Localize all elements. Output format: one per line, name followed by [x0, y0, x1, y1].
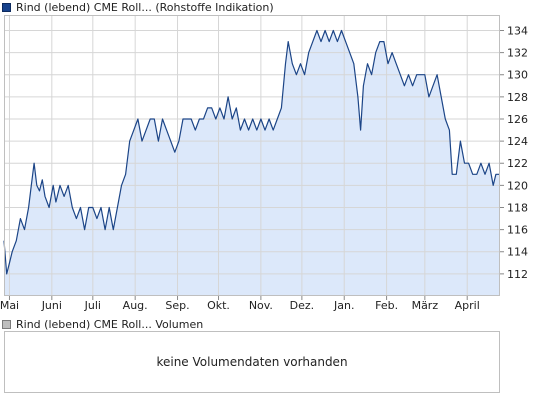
y-tick-label: 118 — [507, 201, 528, 214]
price-line — [3, 29, 500, 275]
volume-legend: Rind (lebend) CME Roll... Volumen — [2, 317, 203, 331]
y-tick-label: 130 — [507, 69, 528, 82]
plot-frame — [4, 15, 500, 296]
x-tick-label: April — [455, 299, 480, 312]
x-tick-label: Sep. — [165, 299, 189, 312]
price-legend-label: Rind (lebend) CME Roll... (Rohstoffe Ind… — [16, 0, 274, 14]
y-tick-label: 128 — [507, 91, 528, 104]
y-tick-label: 134 — [507, 24, 528, 37]
y-tick-label: 122 — [507, 157, 528, 170]
price-legend-swatch — [2, 2, 11, 12]
x-tick-label: Juni — [41, 299, 62, 312]
y-tick-label: 116 — [507, 224, 528, 237]
y-tick-label: 132 — [507, 47, 528, 60]
volume-legend-label: Rind (lebend) CME Roll... Volumen — [16, 317, 204, 331]
x-tick-label: Dez. — [290, 299, 315, 312]
y-tick-label: 126 — [507, 113, 528, 126]
x-tick-label: Okt. — [207, 299, 230, 312]
y-tick-label: 112 — [507, 268, 528, 281]
y-tick-label: 114 — [507, 246, 528, 259]
volume-panel: keine Volumendaten vorhanden — [4, 331, 500, 393]
x-tick-label: Juli — [84, 299, 101, 312]
x-tick-label: Nov. — [249, 299, 273, 312]
price-chart: 112 114 116 118 120 122 124 126 128 130 132 134 Mai J… — [0, 15, 528, 312]
y-tick-label: 124 — [507, 135, 528, 148]
x-tick-label: Feb. — [375, 299, 398, 312]
price-legend: Rind (lebend) CME Roll... (Rohstoffe Ind… — [2, 0, 274, 14]
y-tick-label: 120 — [507, 179, 528, 192]
x-tick-label: Aug. — [123, 299, 148, 312]
no-volume-message: keine Volumendaten vorhanden — [156, 355, 348, 369]
x-tick-label: März — [412, 299, 439, 312]
x-tick-label: Mai — [0, 299, 19, 312]
x-tick-label: Jan. — [333, 299, 354, 312]
volume-legend-swatch — [2, 319, 11, 329]
